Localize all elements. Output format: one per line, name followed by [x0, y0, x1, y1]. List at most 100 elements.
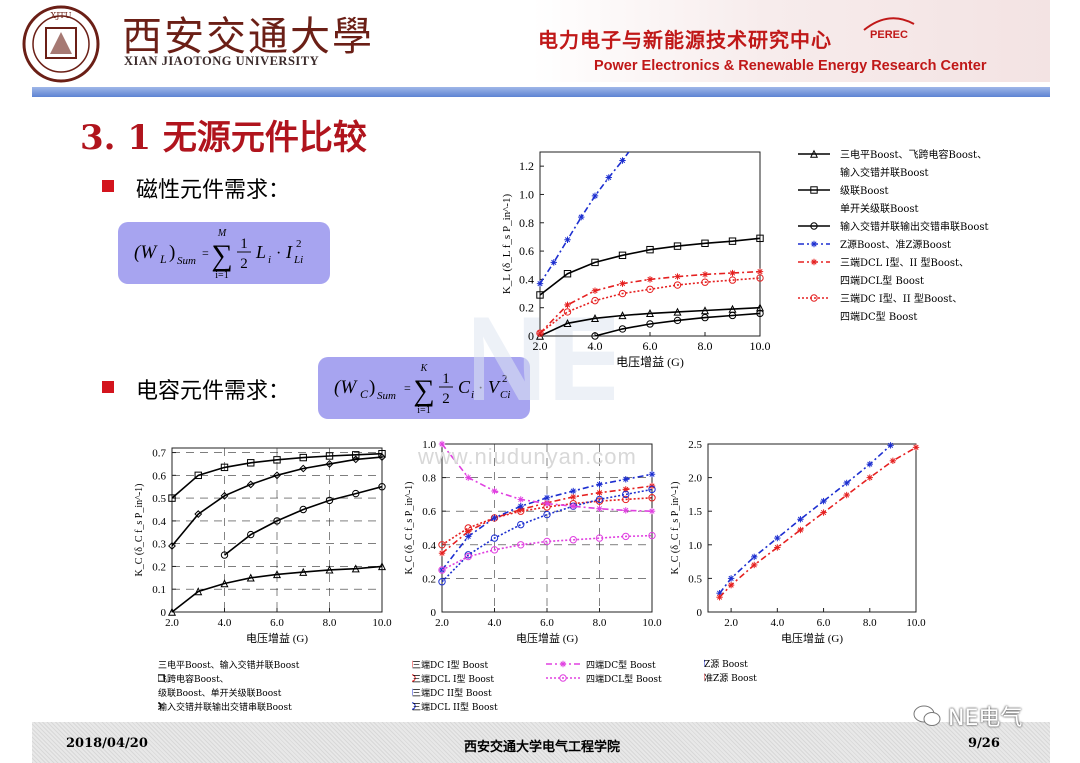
data-point: [194, 471, 202, 480]
data-point: [728, 237, 737, 245]
data-point: [646, 276, 654, 283]
y-tick-label: 2.0: [688, 473, 702, 485]
university-name-en: XIAN JIAOTONG UNIVERSITY: [124, 54, 320, 68]
legend-marker: [810, 186, 818, 194]
x-tick-label: 10.0: [642, 617, 662, 629]
capacitor-chart-middle: 0 0.2 0.4 0.6 0.8 1.0 2.0 4.0 6.0 8.0 10.0 电压增益 (G)…: [400, 436, 680, 658]
y-tick-label: 0.4: [422, 540, 436, 552]
data-point: [377, 562, 387, 571]
data-point: [673, 316, 682, 325]
series-line: [224, 485, 382, 556]
data-point: [378, 483, 386, 491]
data-point: [378, 453, 386, 462]
svg-text:NE: NE: [474, 292, 614, 420]
data-point: [618, 289, 627, 298]
data-point: [591, 258, 599, 267]
research-center-name-en: Power Electronics & Renewable Energy Res…: [594, 58, 987, 74]
university-seal-icon: XJTU: [22, 5, 100, 83]
data-point: [595, 495, 604, 504]
x-tick-label: 10.0: [372, 617, 392, 629]
y-tick-label: 0.5: [688, 573, 702, 585]
x-axis-label: 电压增益 (G): [516, 631, 578, 645]
data-point: [563, 318, 572, 327]
capacitor-chart-left: 0 0.1 0.2 0.3 0.4 0.5 0.6 0.7 2.0 4.0 6.0 8.0 10.0 电压…: [120, 436, 400, 658]
y-tick-label: 1.0: [688, 540, 702, 552]
y-tick-label: 0.2: [422, 573, 436, 585]
y-tick-label: 1.5: [688, 506, 702, 518]
data-point: [438, 550, 446, 557]
data-point: [622, 490, 630, 499]
data-point: [595, 534, 604, 542]
y-axis-label: K_C (δ_C f_s P_in^-1): [404, 481, 415, 574]
data-point: [728, 311, 737, 320]
legend-label: 四端DCL型 Boost: [586, 673, 662, 685]
capacitor-energy-formula: (W C ) Sum = K ∑ i=1 1 2 C i · V Ci 2: [318, 357, 530, 419]
data-point: [378, 449, 386, 458]
svg-text:∑: ∑: [413, 374, 434, 407]
legend-marker: [559, 660, 567, 668]
data-point: [299, 464, 308, 473]
svg-text:=: =: [202, 246, 209, 260]
data-point: [570, 487, 577, 495]
slide-footer: 2018/04/20 西安交通大学电气工程学院 9/26: [32, 722, 1050, 763]
data-point: [564, 301, 571, 309]
x-tick-label: 8.0: [863, 617, 877, 629]
y-tick-label: 0.1: [152, 584, 166, 596]
legend-label: Z源Boost、准Z源Boost: [840, 238, 951, 251]
svg-text:1: 1: [240, 236, 248, 252]
data-point: [648, 485, 656, 494]
legend-label: Z源 Boost: [704, 659, 748, 670]
y-tick-label: 0.5: [152, 493, 166, 505]
legend-label: 四端DC型 Boost: [586, 659, 656, 671]
x-tick-label: 8.0: [323, 617, 337, 629]
data-point: [673, 307, 682, 316]
data-point: [866, 460, 873, 468]
ne-watermark-logo: NE: [474, 292, 614, 420]
legend-marker: [810, 258, 818, 266]
data-point: [438, 541, 446, 549]
data-point: [517, 502, 524, 510]
data-point: [578, 213, 585, 221]
legend-label: 三电平Boost、输入交错并联Boost: [158, 659, 300, 671]
svg-text:∑: ∑: [211, 239, 232, 272]
y-tick-label: 0.4: [152, 516, 166, 528]
y-tick-label: 2.5: [688, 439, 702, 451]
x-tick-label: 4.0: [588, 339, 603, 353]
data-point: [756, 309, 764, 318]
data-point: [673, 281, 682, 289]
legend-label: 级联Boost: [840, 185, 889, 197]
data-point: [912, 444, 920, 451]
data-point: [325, 452, 334, 460]
bullet-square-icon: [102, 180, 114, 192]
svg-text:2: 2: [240, 256, 248, 272]
data-point: [618, 325, 627, 333]
data-point: [247, 530, 255, 539]
data-point: [701, 271, 709, 278]
svg-text:i: i: [471, 389, 474, 401]
data-point: [569, 536, 577, 544]
x-tick-label: 6.0: [643, 339, 658, 353]
data-point: [570, 493, 577, 501]
x-tick-label: 4.0: [770, 617, 784, 629]
data-point: [648, 531, 656, 540]
x-tick-label: 2.0: [165, 617, 179, 629]
slide-header: XJTU 西安交通大學 XIAN JIAOTONG UNIVERSITY 电力电…: [0, 0, 1080, 97]
x-tick-label: 6.0: [270, 617, 284, 629]
data-point: [648, 494, 656, 502]
data-point: [889, 457, 897, 464]
data-point: [755, 303, 765, 312]
research-center-name-cn: 电力电子与新能源技术研究中心: [538, 28, 832, 52]
legend-label: 三端DC I型、II 型Boost、: [840, 292, 962, 305]
legend-marker: [559, 674, 567, 682]
data-point: [619, 280, 626, 287]
data-point: [622, 476, 629, 483]
data-point: [591, 287, 599, 294]
data-point: [866, 474, 873, 481]
svg-text:1: 1: [442, 371, 450, 387]
data-point: [273, 517, 281, 525]
data-point: [543, 510, 551, 519]
data-point: [351, 564, 360, 573]
data-point: [168, 494, 176, 502]
data-point: [543, 500, 551, 507]
data-point: [299, 453, 307, 462]
